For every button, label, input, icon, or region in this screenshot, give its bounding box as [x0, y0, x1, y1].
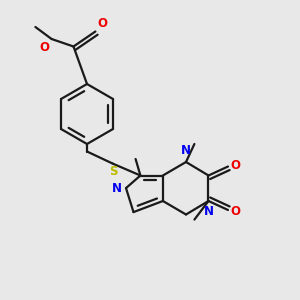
Text: N: N: [112, 182, 122, 195]
Text: N: N: [181, 145, 191, 158]
Text: S: S: [109, 165, 118, 178]
Text: O: O: [40, 41, 50, 54]
Text: O: O: [230, 205, 240, 218]
Text: O: O: [98, 17, 108, 30]
Text: O: O: [230, 159, 240, 172]
Text: N: N: [203, 205, 214, 218]
